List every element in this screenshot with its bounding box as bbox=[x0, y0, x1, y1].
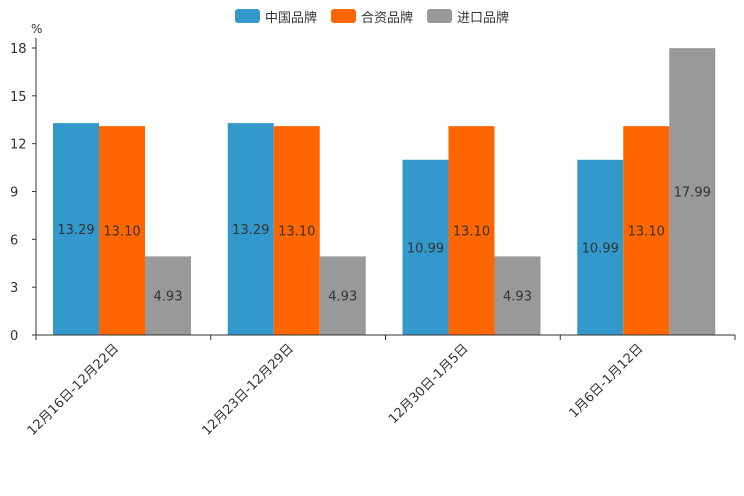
legend-item-joint-venture-brand[interactable]: 合资品牌 bbox=[330, 7, 413, 26]
data-label-s1-c2: 13.10 bbox=[453, 225, 490, 240]
bar-s0-c0 bbox=[53, 123, 99, 336]
data-label-s0-c0: 13.29 bbox=[57, 223, 94, 238]
y-tick-label-1: 3 bbox=[10, 281, 18, 296]
data-label-s0-c1: 13.29 bbox=[232, 223, 269, 238]
x-tick-label-1: 12月23日-12月29日 bbox=[199, 341, 296, 438]
data-label-s2-c2: 4.93 bbox=[503, 290, 532, 305]
bar-s0-c3 bbox=[577, 159, 624, 335]
legend: 中国品牌 合资品牌 进口品牌 bbox=[0, 6, 744, 26]
y-tick-label-3: 9 bbox=[10, 186, 18, 201]
legend-swatch-import-brand bbox=[427, 9, 452, 23]
data-label-s1-c0: 13.10 bbox=[103, 225, 140, 240]
data-label-s2-c0: 4.93 bbox=[154, 290, 183, 305]
bar-s1-c2 bbox=[448, 126, 495, 335]
bar-s1-c1 bbox=[273, 126, 320, 335]
data-label-s0-c2: 10.99 bbox=[407, 241, 444, 256]
x-tick-label-2: 12月30日-1月5日 bbox=[386, 341, 472, 427]
data-label-s1-c3: 13.10 bbox=[628, 225, 665, 240]
bar-s2-c1 bbox=[319, 256, 366, 335]
bar-s2-c0 bbox=[145, 256, 191, 335]
y-axis-unit: % bbox=[31, 22, 43, 36]
legend-item-china-brand[interactable]: 中国品牌 bbox=[234, 7, 317, 26]
legend-swatch-joint-venture-brand bbox=[330, 9, 356, 23]
legend-item-import-brand[interactable]: 进口品牌 bbox=[427, 7, 509, 26]
bar-s0-c1 bbox=[227, 123, 274, 336]
bar-s2-c3 bbox=[669, 48, 716, 335]
bar-s1-c3 bbox=[623, 126, 670, 335]
legend-label-china-brand: 中国品牌 bbox=[264, 10, 317, 26]
y-tick-label-5: 15 bbox=[10, 90, 27, 105]
y-tick-label-4: 12 bbox=[10, 138, 27, 153]
legend-swatch-china-brand bbox=[234, 9, 260, 23]
bar-s2-c2 bbox=[494, 256, 541, 335]
data-label-s2-c3: 17.99 bbox=[674, 186, 711, 201]
y-tick-label-2: 6 bbox=[10, 233, 18, 248]
legend-label-import-brand: 进口品牌 bbox=[457, 10, 510, 26]
bar-s0-c2 bbox=[402, 159, 449, 335]
x-tick-label-3: 1月6日-1月12日 bbox=[567, 341, 647, 421]
legend-label-joint-venture-brand: 合资品牌 bbox=[360, 10, 413, 26]
data-label-s2-c1: 4.93 bbox=[328, 290, 357, 305]
data-label-s0-c3: 10.99 bbox=[582, 241, 619, 256]
y-tick-label-0: 0 bbox=[10, 329, 18, 344]
bar-s1-c0 bbox=[99, 126, 145, 335]
data-label-s1-c1: 13.10 bbox=[278, 225, 315, 240]
y-tick-label-6: 18 bbox=[10, 42, 27, 57]
x-tick-label-0: 12月16日-12月22日 bbox=[25, 341, 122, 438]
